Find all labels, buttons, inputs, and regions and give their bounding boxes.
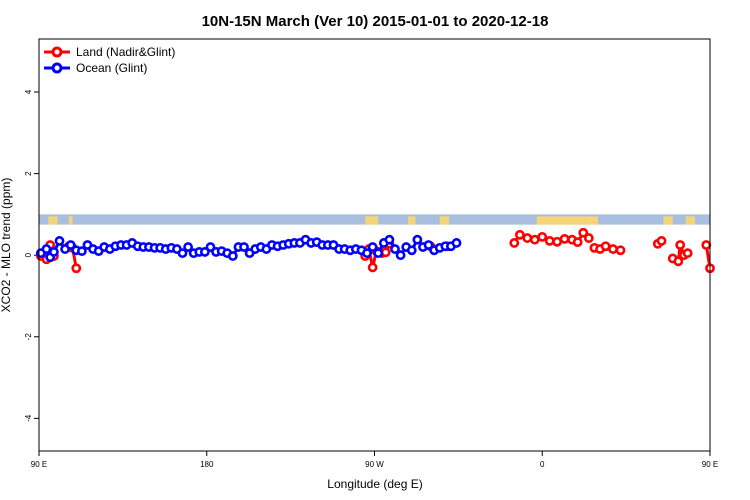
map-land-patch	[663, 216, 673, 225]
land-series-point	[600, 241, 611, 252]
land-series-point	[537, 231, 548, 242]
ocean-series-point	[367, 242, 378, 252]
legend-ocean-label: Ocean (Glint)	[76, 61, 147, 75]
ocean-series-point	[390, 244, 400, 254]
x-tick-label: 90 E	[31, 460, 47, 469]
x-tick-label: 0	[540, 460, 545, 469]
ocean-series-point	[384, 234, 395, 245]
y-tick-label: -2	[24, 333, 33, 341]
legend-land-label: Land (Nadir&Glint)	[76, 45, 175, 59]
land-series-point	[608, 244, 618, 254]
land-series-point	[552, 236, 563, 247]
land-series-point	[682, 248, 693, 259]
land-series-point	[675, 240, 686, 250]
ocean-series-point	[76, 246, 87, 257]
ocean-series-point	[65, 240, 76, 250]
ocean-series-point	[373, 248, 384, 259]
land-series-point	[615, 245, 626, 256]
ocean-series-point	[183, 242, 194, 252]
land-series-point	[522, 233, 533, 243]
map-land-patch	[439, 216, 450, 225]
ocean-series-point	[54, 236, 65, 246]
land-series-point	[656, 236, 667, 246]
land-series-point	[572, 237, 583, 248]
legend-ocean-marker	[51, 62, 63, 74]
x-tick-label: 90 W	[365, 460, 384, 469]
land-series-point	[380, 247, 391, 258]
ocean-series-point	[41, 244, 52, 254]
land-series-point	[583, 233, 594, 243]
map-land-patch	[408, 216, 416, 225]
map-land-patch	[585, 216, 599, 225]
legend: Land (Nadir&Glint) Ocean (Glint)	[44, 45, 175, 75]
land-series-point	[559, 233, 570, 244]
legend-land-marker	[51, 46, 63, 58]
land-series-point	[673, 256, 684, 267]
y-tick-label: -4	[24, 414, 33, 422]
land-series-point	[71, 263, 82, 274]
ocean-series-point	[177, 248, 188, 259]
ocean-series-point	[362, 248, 372, 259]
map-land-patch	[536, 216, 586, 225]
map-land-patch	[68, 216, 73, 225]
land-series-point	[509, 238, 520, 248]
series-layer	[35, 227, 715, 274]
map-land-patch	[365, 216, 379, 225]
axis-ticks: 90 E 180 90 W 0 90 E -4 -2 0 2 4	[24, 89, 718, 469]
plot-frame	[38, 38, 711, 452]
ocean-series-point	[227, 251, 238, 261]
land-series-point	[544, 236, 555, 246]
land-series-point	[529, 234, 540, 245]
y-axis-label: XCO2 - MLO trend (ppm)	[0, 178, 13, 313]
ocean-series-point	[412, 234, 423, 245]
y-tick-label: 0	[24, 252, 33, 257]
land-series-point	[578, 227, 589, 238]
x-tick-label: 90 E	[702, 460, 718, 469]
ocean-series-point	[423, 240, 434, 250]
ocean-series-point	[406, 245, 417, 256]
map-background	[39, 214, 710, 225]
chart-title: 10N-15N March (Ver 10) 2015-01-01 to 202…	[202, 13, 549, 30]
map-land-patch	[48, 216, 58, 225]
ocean-series-point	[239, 242, 249, 252]
ocean-series-point	[395, 250, 406, 261]
map-land-patch	[685, 216, 696, 225]
ocean-series-point	[451, 238, 462, 248]
y-tick-label: 2	[24, 171, 33, 176]
land-series-point	[367, 262, 378, 273]
land-series-point	[514, 229, 525, 240]
x-tick-label: 180	[200, 460, 214, 469]
x-axis-label: Longitude (deg E)	[327, 477, 422, 491]
land-series-point	[701, 240, 712, 250]
y-tick-label: 4	[24, 89, 33, 94]
ocean-series-point	[49, 247, 59, 257]
